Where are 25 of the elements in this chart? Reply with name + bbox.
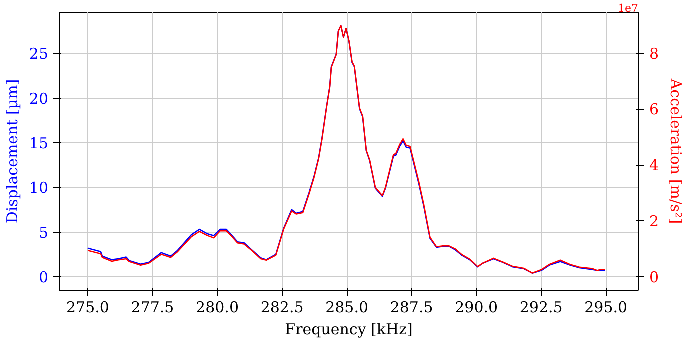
x-tick-label: 295.0 [584,298,628,316]
x-tick-label: 282.5 [260,298,304,316]
y-tick-label: 25 [29,45,49,64]
y2-tick-label: 6 [650,100,660,119]
x-tick-label: 292.5 [520,298,563,316]
line-series [87,25,606,274]
x-tick-label: 280.0 [196,298,240,316]
y2-tick-label: 0 [650,268,660,286]
x-tick-label: 277.5 [131,298,174,316]
y-tick-label: 10 [29,179,49,198]
x-tick-label: 275.0 [66,298,110,316]
y-tick-label: 0 [38,268,49,286]
y-tick-label: 20 [29,90,49,108]
y2-tick-label: 8 [650,44,660,63]
x-tick-label: 290.0 [455,298,498,316]
y2-axis-title: Acceleration [m/s²] [667,78,686,224]
y2-tick-label: 2 [650,212,660,230]
y-tick-label: 15 [29,134,49,152]
x-axis-title: Frequency [kHz] [285,320,413,338]
y2-tick-label: 4 [650,156,660,175]
annotation: 1e7 [618,2,639,15]
y-axis-title: Displacement [µm] [3,79,22,224]
y-tick-label: 5 [38,224,49,242]
x-tick-label: 285.0 [326,298,369,316]
x-tick-label: 287.5 [390,298,434,316]
